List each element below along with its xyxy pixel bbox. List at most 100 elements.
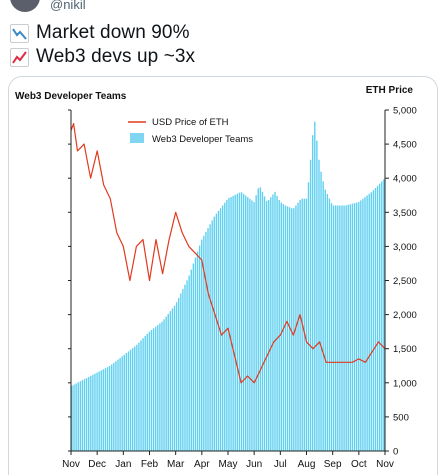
teams-bar	[154, 326, 157, 451]
x-tick-label: Jun	[246, 459, 262, 470]
teams-bar	[270, 197, 272, 451]
teams-bar	[131, 348, 134, 451]
teams-bar	[115, 361, 117, 451]
teams-bar	[211, 220, 213, 451]
teams-bar	[144, 336, 146, 451]
teams-bar	[318, 159, 320, 451]
teams-bar	[353, 203, 356, 451]
x-tick-label: Nov	[376, 459, 394, 470]
eth-price-line	[70, 122, 386, 384]
teams-bar	[370, 192, 372, 451]
tweet-line-1-text: Market down 90%	[36, 22, 190, 43]
teams-bar	[184, 284, 186, 451]
teams-bar	[150, 330, 153, 451]
tweet-line-2-text: Web3 devs up ~3x	[36, 46, 196, 67]
teams-bar	[341, 205, 343, 451]
teams-bar	[232, 195, 234, 451]
teams-bar	[94, 373, 96, 451]
teams-bar	[242, 193, 245, 451]
teams-bar	[201, 239, 203, 451]
teams-bar	[224, 202, 226, 451]
teams-bar	[75, 383, 77, 451]
teams-bar	[314, 121, 316, 451]
teams-bar	[142, 338, 144, 451]
teams-bar	[136, 344, 138, 451]
teams-bar	[125, 353, 128, 451]
teams-bar	[293, 208, 295, 451]
x-tick-label: Oct	[351, 459, 367, 470]
x-tick-label: Dec	[88, 459, 106, 470]
teams-bar	[215, 213, 218, 451]
teams-bar	[362, 198, 364, 451]
teams-bar	[228, 198, 230, 451]
teams-bar	[194, 257, 197, 451]
teams-bar	[263, 196, 266, 451]
y-tick-label: 5,000	[393, 106, 417, 117]
teams-bar	[238, 192, 241, 451]
teams-bar	[71, 385, 73, 451]
chart: 0 500 1,000 1,500 2,000 2,500 3,000 3,500 4,000 4…	[15, 85, 417, 471]
teams-bar	[339, 205, 341, 451]
teams-bar	[244, 195, 247, 451]
avatar[interactable]	[10, 0, 40, 12]
teams-bar	[100, 370, 102, 451]
teams-bar	[278, 200, 280, 451]
teams-bar	[209, 224, 211, 451]
y-tick-label: 1,500	[393, 344, 417, 355]
teams-bar	[207, 228, 209, 451]
teams-bar	[146, 333, 149, 451]
teams-bar	[178, 297, 180, 451]
teams-bar	[186, 280, 188, 451]
teams-bar	[163, 319, 165, 451]
teams-bar	[140, 340, 142, 451]
teams-bar	[121, 356, 123, 451]
teams-bar	[171, 308, 174, 451]
teams-bar	[311, 135, 314, 452]
teams-bar	[148, 331, 151, 451]
y-tick-label: 3,500	[393, 208, 417, 219]
teams-bar	[81, 380, 84, 451]
y-tick-label: 1,000	[393, 378, 417, 389]
teams-bar	[134, 346, 136, 451]
teams-bar	[108, 366, 111, 451]
x-tick-label: May	[219, 459, 238, 470]
tweet-text-line-2: Web3 devs up ~3x	[10, 46, 195, 68]
user-handle[interactable]: @nikil	[50, 0, 86, 12]
chart-card[interactable]: 0 500 1,000 1,500 2,000 2,500 3,000 3,500 4,000 4…	[8, 76, 438, 475]
teams-bar	[192, 263, 195, 451]
teams-bar	[303, 198, 306, 451]
teams-bar	[259, 187, 262, 451]
teams-bar	[326, 194, 329, 452]
teams-bar	[284, 205, 287, 451]
teams-bar	[182, 289, 184, 451]
chart-axes	[68, 109, 389, 455]
teams-bar	[79, 381, 82, 451]
y-tick-label: 0	[393, 447, 398, 458]
teams-bar	[261, 191, 264, 451]
teams-bar	[157, 325, 159, 451]
x-tick-label: Sep	[324, 459, 342, 470]
teams-bar	[345, 205, 347, 451]
teams-bar	[291, 208, 293, 451]
legend-label-price: USD Price of ETH	[152, 117, 229, 128]
x-tick-label: Mar	[167, 459, 185, 470]
teams-bar	[347, 204, 349, 451]
teams-bar	[307, 182, 310, 451]
teams-bar	[360, 200, 362, 451]
teams-bar	[221, 205, 224, 451]
teams-bar	[217, 210, 220, 451]
chart-tick-labels: 0 500 1,000 1,500 2,000 2,500 3,000 3,500 4,000 4…	[62, 106, 417, 471]
teams-bar	[226, 200, 228, 451]
chart-legend: USD Price of ETH Web3 Developer Teams	[128, 117, 253, 145]
y-tick-label: 2,000	[393, 310, 417, 321]
x-tick-label: Apr	[194, 459, 210, 470]
teams-bar	[328, 198, 331, 451]
teams-bar	[152, 328, 155, 451]
teams-bar	[343, 205, 345, 451]
teams-bar	[299, 200, 301, 451]
teams-bar	[351, 203, 354, 451]
chart-increasing-icon	[10, 47, 29, 67]
legend-swatch-teams	[130, 133, 144, 143]
tweet-header: @nikil	[0, 0, 444, 18]
teams-bar	[288, 207, 291, 451]
